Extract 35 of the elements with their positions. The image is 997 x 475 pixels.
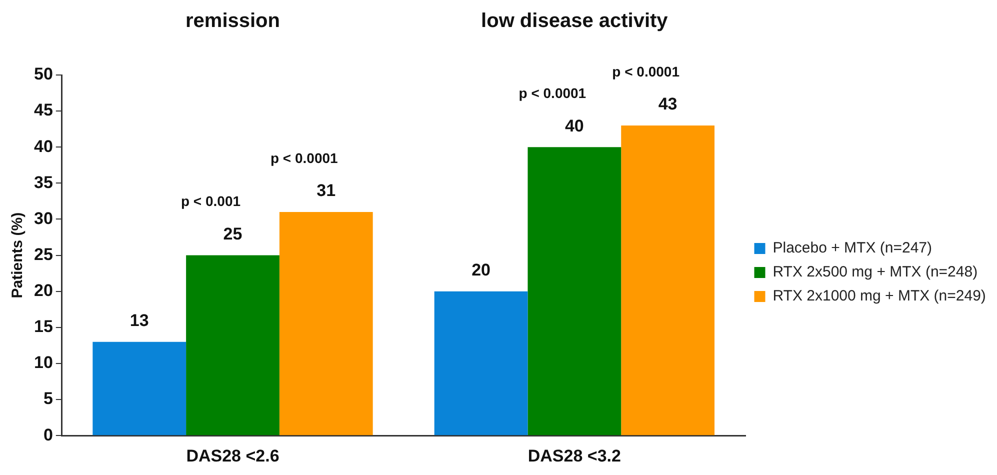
y-tick-label: 15 xyxy=(34,317,53,336)
data-label: 13 xyxy=(130,311,149,330)
y-axis-title: Patients (%) xyxy=(9,212,26,298)
y-tick-label: 0 xyxy=(43,425,53,444)
y-tick-label: 5 xyxy=(43,389,53,408)
y-tick-label: 40 xyxy=(34,136,53,156)
annotation: p < 0.0001 xyxy=(612,63,680,80)
data-label: 31 xyxy=(316,181,336,200)
bar xyxy=(186,255,280,436)
data-label: 43 xyxy=(658,94,678,114)
annotation: p < 0.001 xyxy=(180,193,241,210)
data-label: 20 xyxy=(472,260,490,280)
y-tick-label: 35 xyxy=(34,172,53,192)
annotation: p < 0.0001 xyxy=(518,84,586,101)
y-tick-label: 45 xyxy=(34,100,53,120)
bar xyxy=(528,147,622,436)
x-tick-label: DAS28 <3.2 xyxy=(528,446,621,466)
y-tick-label: 10 xyxy=(34,353,53,372)
annotation: p < 0.0001 xyxy=(270,150,338,166)
data-label: 40 xyxy=(564,116,584,136)
bar xyxy=(279,212,373,436)
y-tick-label: 20 xyxy=(34,281,53,300)
y-tick-label: 50 xyxy=(34,64,53,84)
bar xyxy=(621,125,714,436)
legend-label: RTX 2x1000 mg + MTX (n=249) xyxy=(772,288,986,305)
data-label: 25 xyxy=(223,224,242,244)
bar xyxy=(92,342,186,436)
text: low disease activity xyxy=(481,10,669,32)
legend-label: RTX 2x500 mg + MTX (n=248) xyxy=(772,264,978,281)
y-tick-label: 30 xyxy=(34,208,53,228)
y-tick-label: 25 xyxy=(34,244,53,264)
bar xyxy=(434,291,528,436)
legend-label: Placebo + MTX (n=247) xyxy=(772,240,932,257)
x-tick-label: DAS28 <2.6 xyxy=(186,446,280,466)
text: remission xyxy=(186,10,280,32)
